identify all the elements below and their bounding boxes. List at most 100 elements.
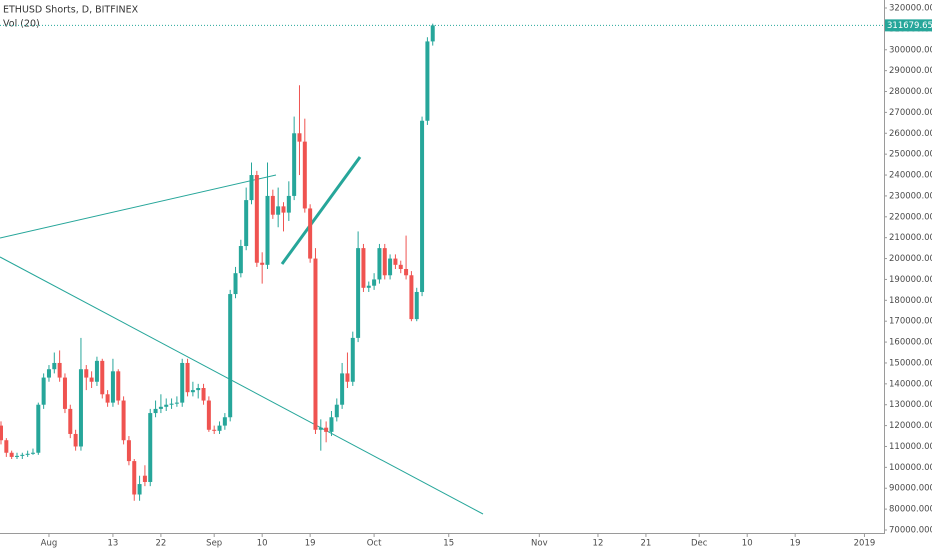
candle-body xyxy=(238,246,243,274)
x-tick-label: 22 xyxy=(155,539,166,549)
candle-body xyxy=(297,133,302,142)
candle-body xyxy=(372,279,377,286)
candle-body xyxy=(388,258,393,276)
candle-body xyxy=(430,25,435,42)
y-tick-label: 160000.0000 xyxy=(889,338,932,348)
candle-body xyxy=(270,195,275,215)
x-tick-label: 13 xyxy=(108,539,119,549)
candle-body xyxy=(404,269,409,276)
y-tick-label: 230000.0000 xyxy=(889,191,932,201)
candle-body xyxy=(409,275,414,320)
candle-body xyxy=(329,417,334,432)
trend-line xyxy=(0,256,484,515)
x-tick-label: 19 xyxy=(790,539,801,549)
candle-body xyxy=(286,195,291,213)
x-tick-label: Dec xyxy=(691,539,708,549)
candle-body xyxy=(68,408,73,434)
candle-body xyxy=(196,388,201,391)
candle-body xyxy=(153,408,158,414)
y-tick-label: 130000.0000 xyxy=(889,400,932,410)
candle-body xyxy=(254,175,259,263)
candle-body xyxy=(217,425,222,431)
candle-body xyxy=(158,406,163,409)
candle-body xyxy=(14,455,19,457)
y-tick-label: 150000.0000 xyxy=(889,358,932,368)
candle-body xyxy=(222,417,227,426)
y-tick-label: 260000.0000 xyxy=(889,129,932,139)
candle-body xyxy=(233,273,238,295)
x-tick-label: Aug xyxy=(41,539,58,549)
y-tick-label: 320000.0000 xyxy=(889,4,932,14)
candle-body xyxy=(73,433,78,447)
candle-body xyxy=(377,248,382,280)
y-tick-label: 90000.0000 xyxy=(889,484,932,494)
y-tick-label: 220000.0000 xyxy=(889,212,932,222)
candle-body xyxy=(201,388,206,401)
y-tick-label: 250000.0000 xyxy=(889,150,932,160)
y-tick-label: 270000.0000 xyxy=(889,108,932,118)
candle-body xyxy=(340,373,345,405)
candle-body xyxy=(382,248,387,276)
candle-body xyxy=(36,404,41,453)
candle-body xyxy=(148,413,153,482)
candle-body xyxy=(318,427,323,430)
y-tick-label: 180000.0000 xyxy=(889,296,932,306)
candle-body xyxy=(9,452,14,457)
candle-body xyxy=(249,175,254,201)
candle-body xyxy=(366,285,371,288)
chart-subtitle: Vol (20) xyxy=(3,19,40,30)
candle-body xyxy=(169,403,174,405)
y-tick-label: 120000.0000 xyxy=(889,421,932,431)
y-tick-label: 140000.0000 xyxy=(889,379,932,389)
candle-body xyxy=(185,362,190,393)
candle-body xyxy=(313,258,318,430)
last-price-box xyxy=(885,19,932,32)
y-tick-label: 240000.0000 xyxy=(889,171,932,181)
candle-body xyxy=(281,206,286,213)
chart-title: ETHUSD Shorts, D, BITFINEX xyxy=(3,5,139,16)
candle-body xyxy=(265,195,270,265)
candle-body xyxy=(94,360,99,382)
x-tick-label: 15 xyxy=(443,539,454,549)
y-tick-label: 100000.0000 xyxy=(889,463,932,473)
candle-body xyxy=(174,402,179,404)
candle-body xyxy=(276,206,281,215)
candle-body xyxy=(116,371,121,401)
candle-body xyxy=(4,440,9,453)
candle-body xyxy=(302,141,307,209)
candle-body xyxy=(350,337,355,382)
y-tick-label: 200000.0000 xyxy=(889,254,932,264)
candle-body xyxy=(324,427,329,432)
candle-body xyxy=(425,41,430,121)
x-tick-label: 2019 xyxy=(854,539,876,549)
candle-body xyxy=(190,390,195,393)
last-price-label: 311679.6527 xyxy=(887,21,932,31)
y-tick-label: 170000.0000 xyxy=(889,317,932,327)
x-tick-label: 19 xyxy=(305,539,316,549)
candle-body xyxy=(110,371,115,403)
candle-body xyxy=(57,362,62,378)
candle-body xyxy=(126,440,131,462)
candle-body xyxy=(228,294,233,418)
x-tick-label: Sep xyxy=(206,539,222,549)
candle-body xyxy=(260,262,265,265)
candle-body xyxy=(334,404,339,418)
candle-body xyxy=(356,248,361,338)
candle-body xyxy=(393,258,398,265)
x-tick-label: 12 xyxy=(593,539,604,549)
candle-body xyxy=(361,248,366,288)
x-tick-label: 10 xyxy=(257,539,268,549)
candle-body xyxy=(142,475,147,482)
candle-body xyxy=(206,400,211,430)
candle-body xyxy=(308,208,313,259)
trend-line xyxy=(0,174,277,239)
candle-body xyxy=(78,369,83,447)
candle-body xyxy=(414,291,419,320)
candle-body xyxy=(20,454,25,456)
x-tick-label: Oct xyxy=(367,539,382,549)
y-tick-label: 190000.0000 xyxy=(889,275,932,285)
candle-body xyxy=(41,377,46,405)
candle-body xyxy=(105,394,110,403)
x-tick-label: 21 xyxy=(641,539,652,549)
